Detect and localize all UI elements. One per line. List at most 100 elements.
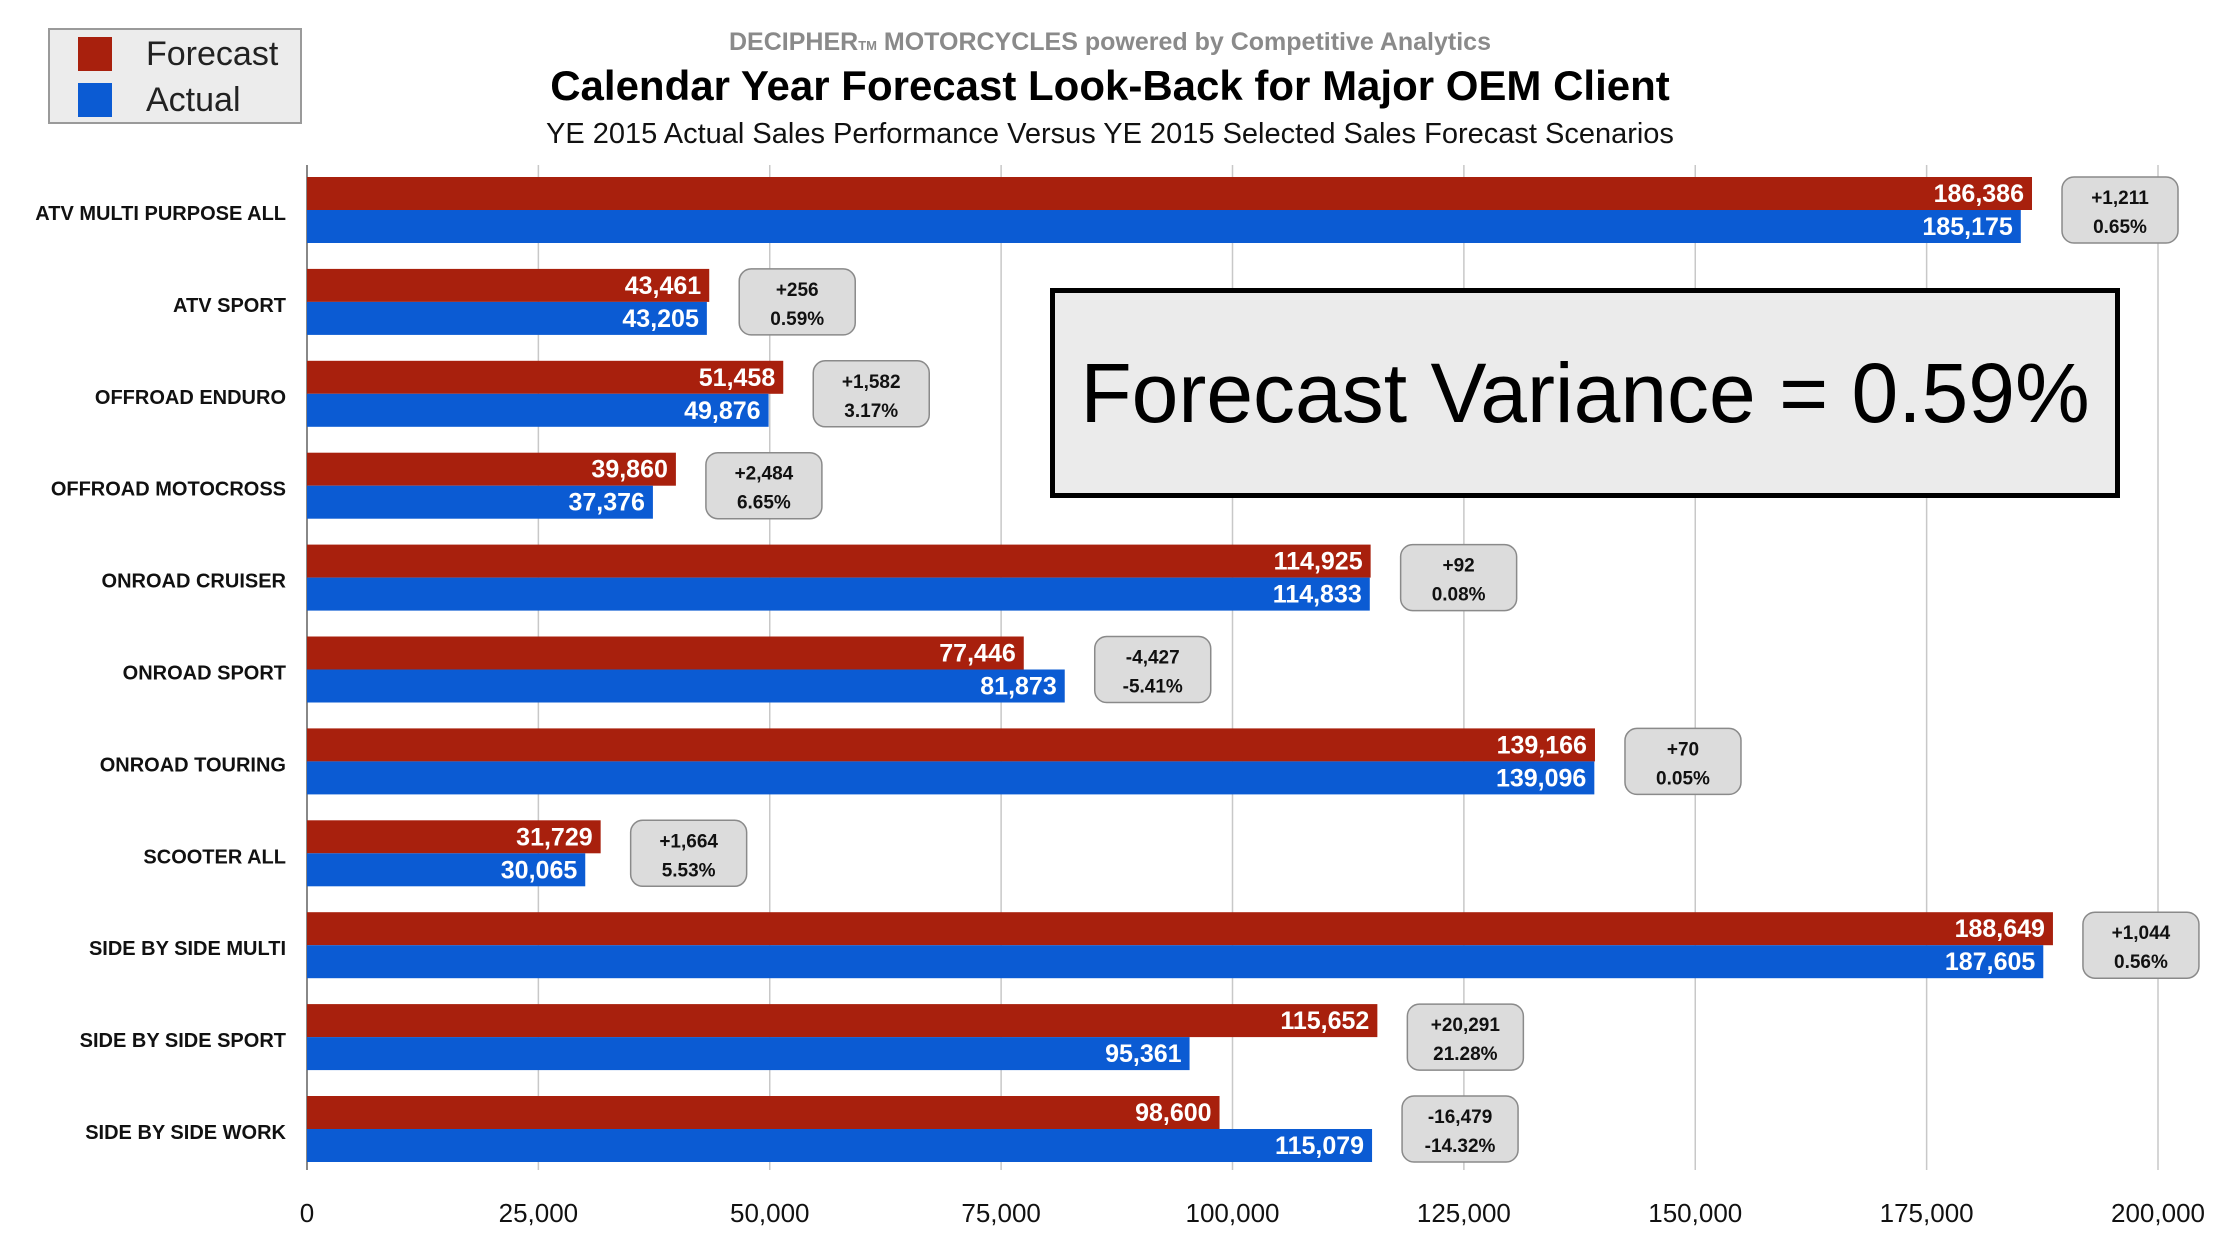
category-label-offroad-motocross: OFFROAD MOTOCROSS [51,479,286,501]
x-tick-label-25000: 25,000 [499,1198,579,1228]
brand-trademark: TM [858,38,877,53]
category-label-onroad-sport: ONROAD SPORT [123,663,286,685]
variance-bubble-side-by-side-work [1401,1095,1519,1163]
forecast-bar-side-by-side-sport [307,1004,1378,1038]
forecast-bar-side-by-side-multi [307,912,2053,946]
forecast-value-label-side-by-side-sport: 115,652 [1280,1007,1369,1035]
actual-value-label-atv-multi-purpose-all: 185,175 [1922,213,2012,241]
forecast-bar-onroad-touring [307,728,1595,762]
forecast-value-label-scooter-all: 31,729 [516,823,592,851]
actual-value-label-side-by-side-multi: 187,605 [1945,948,2035,976]
variance-pct-label-onroad-cruiser: 0.08% [1432,585,1486,606]
variance-pct-label-atv-sport: 0.59% [770,309,824,330]
category-label-side-by-side-sport: SIDE BY SIDE SPORT [80,1030,286,1052]
variance-diff-label-onroad-sport: -4,427 [1126,648,1180,669]
forecast-value-label-atv-multi-purpose-all: 186,386 [1934,180,2024,208]
actual-value-label-side-by-side-work: 115,079 [1275,1132,1364,1160]
variance-bubble-onroad-cruiser [1399,543,1518,612]
variance-bubble-onroad-sport [1093,635,1212,704]
variance-pct-label-scooter-all: 5.53% [662,860,716,881]
variance-bubble-side-by-side-multi [2082,911,2200,979]
variance-pct-label-offroad-motocross: 6.65% [737,493,791,514]
x-tick-label-75000: 75,000 [961,1198,1041,1228]
actual-bar-scooter-all [307,853,586,887]
x-tick-label-125000: 125,000 [1417,1198,1511,1228]
x-tick-label-150000: 150,000 [1648,1198,1742,1228]
actual-value-label-offroad-enduro: 49,876 [684,397,760,425]
legend: Forecast Actual [48,28,302,124]
variance-bubble-atv-multi-purpose-all [2061,176,2179,244]
variance-diff-label-onroad-touring: +70 [1667,739,1699,760]
actual-bar-side-by-side-work [307,1129,1373,1162]
variance-diff-label-atv-sport: +256 [776,280,819,301]
brand-line: DECIPHERTM MOTORCYCLES powered by Compet… [0,28,2220,57]
category-label-atv-multi-purpose-all: ATV MULTI PURPOSE ALL [35,203,286,225]
actual-bar-atv-sport [307,301,707,335]
chart-subtitle: YE 2015 Actual Sales Performance Versus … [546,118,1674,150]
actual-bar-side-by-side-multi [307,945,2044,979]
forecast-value-label-offroad-enduro: 51,458 [699,364,776,392]
forecast-value-label-side-by-side-multi: 188,649 [1955,915,2045,943]
variance-bubble-offroad-enduro [812,360,930,428]
forecast-swatch [78,37,112,71]
variance-pct-label-atv-multi-purpose-all: 0.65% [2093,217,2147,238]
category-label-onroad-cruiser: ONROAD CRUISER [102,571,287,593]
actual-bar-onroad-touring [307,761,1595,795]
actual-value-label-onroad-cruiser: 114,833 [1273,581,1362,609]
actual-value-label-side-by-side-sport: 95,361 [1105,1040,1182,1068]
variance-bubble-atv-sport [738,268,856,336]
x-tick-label-100000: 100,000 [1186,1198,1280,1228]
variance-diff-label-side-by-side-multi: +1,044 [2112,923,2171,944]
forecast-value-label-atv-sport: 43,461 [625,272,702,300]
forecast-bar-atv-sport [307,268,710,302]
variance-pct-label-offroad-enduro: 3.17% [844,401,898,422]
forecast-bar-atv-multi-purpose-all [307,177,2033,210]
variance-bubble-offroad-motocross [705,451,823,520]
variance-pct-label-onroad-touring: 0.05% [1656,768,1710,789]
category-label-side-by-side-work: SIDE BY SIDE WORK [85,1122,286,1144]
legend-label-forecast: Forecast [146,34,279,73]
variance-bubble-scooter-all [629,819,748,888]
actual-swatch [78,83,112,117]
variance-diff-label-offroad-motocross: +2,484 [735,464,794,485]
variance-diff-label-side-by-side-sport: +20,291 [1431,1015,1501,1036]
forecast-value-label-onroad-cruiser: 114,925 [1274,548,1363,576]
forecast-value-label-onroad-touring: 139,166 [1497,731,1587,759]
variance-bubble-side-by-side-sport [1406,1003,1525,1071]
forecast-value-label-side-by-side-work: 98,600 [1135,1099,1211,1127]
variance-diff-label-scooter-all: +1,664 [659,831,718,852]
variance-pct-label-onroad-sport: -5.41% [1123,677,1183,698]
actual-bar-side-by-side-sport [307,1037,1190,1071]
forecast-value-label-onroad-sport: 77,446 [939,640,1015,668]
variance-pct-label-side-by-side-multi: 0.56% [2114,952,2168,973]
x-tick-label-0: 0 [300,1198,314,1228]
forecast-bar-scooter-all [307,820,601,854]
category-label-onroad-touring: ONROAD TOURING [100,754,286,776]
variance-diff-label-atv-multi-purpose-all: +1,211 [2091,188,2149,209]
forecast-bar-onroad-sport [307,636,1024,670]
brand-prefix: DECIPHER [729,28,859,56]
forecast-value-label-offroad-motocross: 39,860 [591,456,667,484]
actual-bar-offroad-enduro [307,393,769,427]
legend-label-actual: Actual [146,80,241,119]
x-tick-label-50000: 50,000 [730,1198,810,1228]
actual-bar-offroad-motocross [307,485,653,519]
actual-value-label-scooter-all: 30,065 [501,856,578,884]
chart-title: Calendar Year Forecast Look-Back for Maj… [550,62,1670,109]
category-label-atv-sport: ATV SPORT [173,295,286,317]
actual-value-label-offroad-motocross: 37,376 [568,489,644,517]
actual-bar-atv-multi-purpose-all [307,210,2021,243]
variance-pct-label-side-by-side-work: -14.32% [1425,1136,1496,1157]
x-tick-label-175000: 175,000 [1880,1198,1974,1228]
category-label-offroad-enduro: OFFROAD ENDURO [95,387,286,409]
category-label-side-by-side-multi: SIDE BY SIDE MULTI [89,938,286,960]
forecast-bar-offroad-enduro [307,360,784,394]
brand-suffix: MOTORCYCLES powered by Competitive Analy… [876,28,1491,56]
variance-diff-label-onroad-cruiser: +92 [1443,556,1475,577]
variance-bubble-onroad-touring [1624,727,1742,796]
forecast-bar-side-by-side-work [307,1096,1220,1129]
forecast-variance-callout: Forecast Variance = 0.59% [1050,288,2120,498]
variance-diff-label-side-by-side-work: -16,479 [1428,1107,1492,1128]
legend-item-actual: Actual [78,80,241,120]
